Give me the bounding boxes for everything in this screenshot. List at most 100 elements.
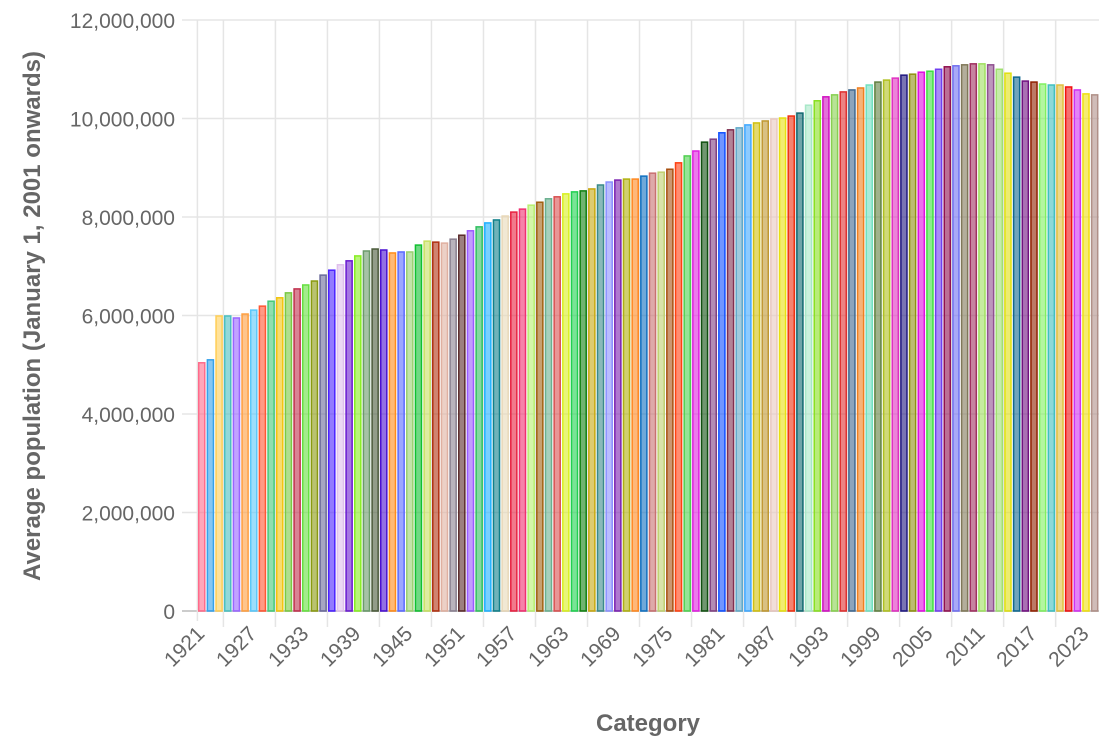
bar bbox=[1064, 86, 1073, 612]
bar bbox=[536, 201, 544, 612]
x-tick-label: 1993 bbox=[784, 622, 833, 671]
bar bbox=[631, 178, 639, 612]
bar bbox=[648, 172, 657, 612]
bar bbox=[301, 284, 310, 612]
y-axis-title: Average population (January 1, 2001 onwa… bbox=[19, 51, 46, 581]
bar bbox=[709, 138, 718, 612]
bar bbox=[640, 175, 648, 612]
bar bbox=[796, 112, 804, 612]
bar bbox=[995, 68, 1004, 612]
y-tick-label: 0 bbox=[163, 601, 175, 624]
bar bbox=[934, 68, 943, 612]
x-tick-label: 2017 bbox=[992, 622, 1041, 671]
bar bbox=[1021, 80, 1030, 612]
bar bbox=[353, 255, 362, 612]
bar bbox=[241, 313, 249, 612]
bar bbox=[588, 188, 596, 612]
grid bbox=[182, 19, 1099, 627]
bar bbox=[1082, 93, 1090, 612]
y-axis: 0 2,000,000 4,000,000 6,000,000 8,000,000 10,… bbox=[70, 10, 175, 624]
bar bbox=[570, 191, 579, 612]
bar bbox=[484, 222, 492, 612]
bar bbox=[466, 230, 475, 612]
x-tick-label: 1981 bbox=[680, 622, 729, 671]
bar bbox=[822, 96, 830, 612]
bar bbox=[215, 315, 223, 612]
bar bbox=[718, 132, 726, 612]
bar bbox=[787, 115, 796, 612]
bar bbox=[952, 65, 960, 612]
bar bbox=[319, 274, 327, 612]
x-tick-label: 2011 bbox=[941, 622, 989, 670]
x-tick-label: 1927 bbox=[212, 622, 261, 671]
bar bbox=[830, 94, 839, 612]
bar bbox=[735, 127, 744, 612]
bar bbox=[206, 359, 215, 612]
bar bbox=[1004, 72, 1012, 612]
bar bbox=[553, 196, 561, 612]
bar bbox=[327, 269, 336, 612]
x-tick-label: 1921 bbox=[160, 622, 209, 671]
bar bbox=[440, 242, 449, 612]
y-tick-label: 10,000,000 bbox=[70, 109, 175, 132]
bar bbox=[458, 234, 466, 612]
bar bbox=[1073, 89, 1082, 612]
bar bbox=[770, 118, 778, 612]
bar bbox=[267, 300, 275, 612]
bar bbox=[562, 193, 570, 612]
y-tick-label: 12,000,000 bbox=[70, 10, 175, 33]
bar bbox=[501, 215, 509, 612]
bar bbox=[249, 309, 258, 612]
bar bbox=[336, 264, 345, 612]
bar bbox=[423, 240, 431, 612]
bar bbox=[926, 70, 934, 612]
bar bbox=[432, 241, 440, 612]
x-axis-title: Category bbox=[596, 710, 701, 737]
bar bbox=[865, 84, 874, 612]
bar bbox=[978, 63, 986, 612]
bar bbox=[761, 120, 770, 612]
bar bbox=[406, 251, 414, 612]
bar bbox=[388, 252, 397, 612]
bar bbox=[380, 249, 388, 612]
bar bbox=[345, 260, 353, 612]
bar bbox=[197, 362, 206, 612]
x-tick-label: 2005 bbox=[888, 622, 937, 671]
bar bbox=[692, 150, 700, 612]
bar bbox=[362, 250, 371, 612]
bar bbox=[1030, 81, 1038, 612]
bar bbox=[475, 226, 483, 612]
bar bbox=[960, 64, 969, 612]
bar bbox=[223, 315, 232, 612]
bar bbox=[726, 129, 735, 612]
x-tick-label: 1939 bbox=[316, 622, 365, 671]
y-tick-label: 4,000,000 bbox=[82, 404, 175, 427]
bar bbox=[874, 81, 882, 612]
bar bbox=[258, 305, 267, 612]
bar bbox=[527, 204, 535, 612]
bar bbox=[674, 162, 683, 612]
bar bbox=[518, 208, 527, 612]
x-tick-label: 2023 bbox=[1044, 622, 1093, 671]
bar bbox=[579, 190, 587, 612]
bar bbox=[666, 168, 674, 612]
x-tick-label: 1969 bbox=[576, 622, 625, 671]
y-tick-label: 8,000,000 bbox=[82, 207, 175, 230]
bar bbox=[839, 91, 848, 612]
bar bbox=[1056, 84, 1064, 612]
bar bbox=[882, 79, 891, 612]
bar bbox=[778, 117, 787, 612]
x-tick-label: 1957 bbox=[472, 622, 521, 671]
bar bbox=[813, 100, 822, 612]
bar bbox=[900, 74, 908, 612]
bar bbox=[544, 198, 553, 612]
bar bbox=[397, 251, 405, 612]
x-tick-label: 1963 bbox=[524, 622, 573, 671]
bar bbox=[1012, 76, 1021, 612]
bar bbox=[614, 179, 622, 612]
bar bbox=[1047, 84, 1056, 612]
bar bbox=[700, 141, 709, 612]
bar bbox=[414, 244, 423, 612]
bar bbox=[986, 64, 995, 612]
